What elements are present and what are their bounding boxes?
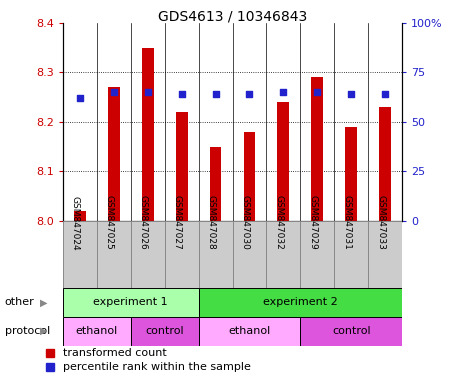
Text: ▶: ▶ [40,326,48,336]
Point [246,91,253,97]
Point [347,91,355,97]
Bar [176,112,187,221]
Text: percentile rank within the sample: percentile rank within the sample [63,362,251,372]
Bar [379,107,391,221]
Bar [63,317,131,346]
Text: GSM847031: GSM847031 [342,195,351,250]
Bar [266,221,300,288]
Bar [108,87,120,221]
Bar [131,317,199,346]
Bar [300,317,402,346]
Bar [142,48,153,221]
Text: GSM847030: GSM847030 [240,195,249,250]
Text: GSM847028: GSM847028 [206,195,215,250]
Text: control: control [145,326,184,336]
Text: experiment 2: experiment 2 [263,297,338,308]
Text: GSM847029: GSM847029 [308,195,317,250]
Text: ethanol: ethanol [76,326,118,336]
Bar [210,147,221,221]
Bar [345,127,357,221]
Point [381,91,389,97]
Bar [232,221,266,288]
Text: ▶: ▶ [40,297,48,308]
Point [144,89,151,95]
Text: GSM847024: GSM847024 [71,195,80,250]
Bar [334,221,368,288]
Point [212,91,219,97]
Text: other: other [5,297,34,308]
Point [76,95,83,101]
Bar [199,288,402,317]
Point [279,89,287,95]
Text: GSM847027: GSM847027 [173,195,181,250]
Bar [63,221,97,288]
Text: protocol: protocol [5,326,50,336]
Bar [165,221,199,288]
Text: experiment 1: experiment 1 [93,297,168,308]
Text: transformed count: transformed count [63,348,167,358]
Bar [312,78,323,221]
Bar [74,211,86,221]
Text: GSM847025: GSM847025 [105,195,113,250]
Text: GDS4613 / 10346843: GDS4613 / 10346843 [158,10,307,23]
Text: GSM847026: GSM847026 [139,195,147,250]
Text: GSM847032: GSM847032 [274,195,283,250]
Bar [278,102,289,221]
Bar [63,288,199,317]
Bar [97,221,131,288]
Bar [244,132,255,221]
Bar [300,221,334,288]
Bar [199,317,300,346]
Text: ethanol: ethanol [228,326,271,336]
Point [110,89,117,95]
Bar [199,221,232,288]
Bar [368,221,402,288]
Point [313,89,321,95]
Text: GSM847033: GSM847033 [376,195,385,250]
Point [178,91,185,97]
Bar [131,221,165,288]
Text: control: control [332,326,371,336]
